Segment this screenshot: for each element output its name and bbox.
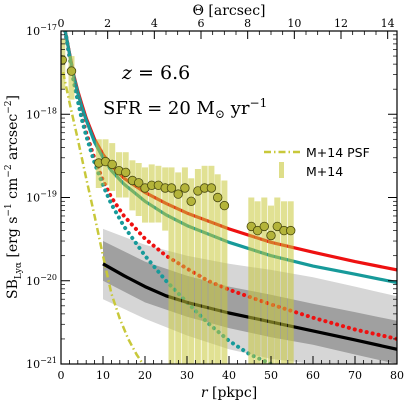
data-point-26 (272, 221, 283, 232)
data-point-15 (180, 183, 190, 193)
data-point-6 (120, 167, 131, 178)
annotations: z = 6.6 SFR = 20 M⊙ yr−1 (103, 62, 267, 121)
series-line-0 (61, 71, 144, 364)
x-tick-label-4: 40 (222, 369, 236, 382)
top-tick-label-2: 4 (151, 17, 158, 30)
x-tick-label-2: 20 (138, 369, 152, 382)
errorbar-7 (129, 160, 136, 211)
errorbar-24 (261, 197, 268, 364)
data-point-24 (259, 221, 270, 232)
errorbar-14 (175, 172, 182, 364)
data-point-14 (173, 189, 183, 199)
errorbar-11 (155, 165, 162, 223)
y-tick-label-0: 10−21 (26, 356, 57, 371)
data-point-23 (252, 225, 263, 236)
sfr-annotation: SFR = 20 M⊙ yr−1 (103, 96, 267, 121)
errorbar-1 (68, 56, 75, 100)
data-point-28 (286, 225, 296, 236)
y-tick-label-3: 10−18 (26, 106, 57, 121)
errorbar-9 (142, 167, 148, 223)
x-tick-label-0: 0 (58, 369, 65, 382)
errorbar-12 (162, 167, 169, 231)
errorbar-19 (208, 165, 215, 364)
x-axis-label: r [pkpc] (201, 385, 257, 401)
errorbar-26 (274, 197, 281, 364)
errorbar-15 (181, 167, 188, 364)
errorbar-23 (254, 201, 261, 364)
data-point-16 (186, 196, 196, 207)
series-line-6 (102, 262, 397, 351)
data-point-21 (219, 200, 230, 211)
data-point-8 (133, 178, 144, 188)
data-point-4 (107, 159, 117, 170)
data-point-19 (206, 183, 217, 193)
axis-labels: r [pkpc] Θ [arcsec] SBLyα [erg s−1 cm−2 … (4, 3, 266, 401)
top-x-axis-label: Θ [arcsec] (192, 3, 265, 19)
data-points (61, 39, 296, 364)
axes: 0 10 20 30 40 50 60 70 80 0 2 4 6 8 10 12 14 10−21 10−20 10… (26, 17, 404, 382)
errorbar-28 (287, 201, 294, 364)
data-point-0 (61, 55, 67, 65)
top-tick-label-4: 8 (244, 17, 251, 30)
errorbar-8 (135, 163, 142, 216)
legend-psf-label: M+14 PSF (306, 145, 370, 160)
top-tick-label-3: 6 (198, 17, 205, 30)
errorbar-18 (201, 165, 208, 364)
errorbar-16 (188, 178, 195, 364)
errorbar-17 (194, 169, 201, 364)
data-point-1 (66, 66, 77, 76)
data-point-20 (212, 192, 223, 203)
x-tick-label-3: 30 (180, 369, 194, 382)
data-point-25 (266, 230, 276, 241)
x-tick-label-5: 50 (264, 369, 278, 382)
data-point-13 (166, 183, 177, 193)
x-tick-label-7: 70 (348, 369, 362, 382)
x-tick-label-1: 10 (96, 369, 110, 382)
x-tick-label-8: 80 (390, 369, 404, 382)
errorbar-22 (248, 197, 255, 364)
errorbar-27 (281, 201, 287, 364)
top-tick-label-5: 10 (287, 17, 301, 30)
y-tick-label-1: 10−20 (26, 273, 57, 288)
errorbar-10 (148, 164, 155, 223)
top-tick-label-0: 0 (58, 17, 65, 30)
errorbar-21 (221, 180, 228, 364)
top-tick-label-6: 12 (334, 17, 348, 30)
legend: M+14 PSF M+14 (264, 145, 370, 179)
y-axis-label: SBLyα [erg s−1 cm−2 arcsec−2] (4, 95, 24, 299)
y-tick-label-2: 10−19 (26, 190, 57, 205)
y-tick-label-4: 10−17 (26, 23, 57, 38)
x-tick-label-6: 60 (306, 369, 320, 382)
errorbar-25 (268, 205, 274, 364)
legend-obs-swatch (279, 162, 284, 178)
legend-obs-label: M+14 (306, 164, 343, 179)
top-tick-label-7: 14 (381, 17, 395, 30)
errorbar-20 (214, 174, 221, 364)
redshift-annotation: z = 6.6 (121, 62, 190, 84)
top-tick-label-1: 2 (104, 17, 111, 30)
errorbar-13 (168, 167, 175, 364)
